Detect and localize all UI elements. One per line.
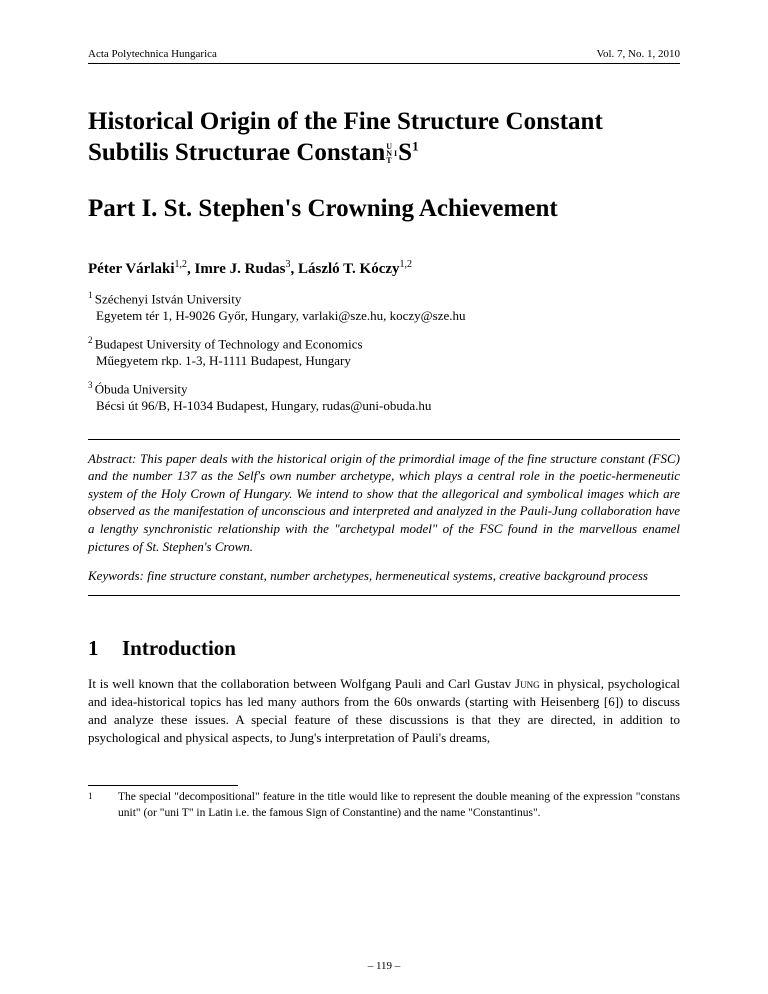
keywords-text: Keywords: fine structure constant, numbe… bbox=[88, 567, 680, 585]
affiliation: 1 Széchenyi István UniversityEgyetem tér… bbox=[88, 290, 680, 325]
abstract-text: Abstract: This paper deals with the hist… bbox=[88, 450, 680, 555]
title-footnote-ref: 1 bbox=[412, 139, 419, 154]
abstract-bottom-rule bbox=[88, 595, 680, 596]
page-number: – 119 – bbox=[0, 960, 768, 972]
article-title-line2: Subtilis Structurae ConstanUN ITS1 bbox=[88, 137, 680, 168]
affiliation: 2 Budapest University of Technology and … bbox=[88, 335, 680, 370]
title-stacked-glyph: UN IT bbox=[386, 143, 397, 165]
abstract-top-rule bbox=[88, 439, 680, 440]
issue-info: Vol. 7, No. 1, 2010 bbox=[596, 48, 680, 60]
part-title: Part I. St. Stephen's Crowning Achieveme… bbox=[88, 195, 680, 223]
article-title-line1: Historical Origin of the Fine Structure … bbox=[88, 106, 680, 137]
footnote: 1 The special "decompositional" feature … bbox=[88, 790, 680, 821]
affiliation: 3 Óbuda UniversityBécsi út 96/B, H-1034 … bbox=[88, 380, 680, 415]
body-paragraph: It is well known that the collaboration … bbox=[88, 675, 680, 748]
author-list: Péter Várlaki1,2, Imre J. Rudas3, László… bbox=[88, 259, 680, 278]
section-number: 1 bbox=[88, 636, 122, 661]
footnote-text: The special "decompositional" feature in… bbox=[118, 790, 680, 821]
running-header: Acta Polytechnica Hungarica Vol. 7, No. … bbox=[88, 48, 680, 64]
title-line2-post: S bbox=[398, 139, 412, 166]
title-line2-pre: Subtilis Structurae Constan bbox=[88, 139, 385, 166]
footnote-rule bbox=[88, 785, 238, 786]
section-heading: 1Introduction bbox=[88, 636, 680, 661]
journal-name: Acta Polytechnica Hungarica bbox=[88, 48, 217, 60]
body-pre: It is well known that the collaboration … bbox=[88, 676, 515, 691]
section-title: Introduction bbox=[122, 636, 236, 660]
footnote-number: 1 bbox=[88, 790, 118, 821]
body-smallcaps: Jung bbox=[515, 676, 540, 691]
